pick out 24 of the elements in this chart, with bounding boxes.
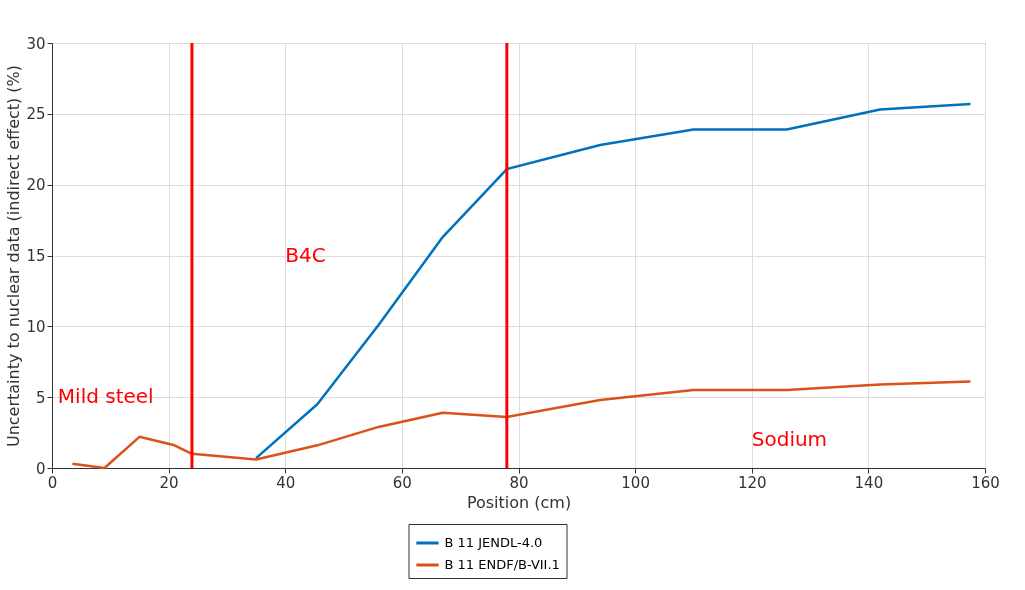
y-tick-label: 10 bbox=[26, 317, 46, 336]
x-tick-label: 80 bbox=[509, 473, 529, 492]
x-tick-label: 160 bbox=[971, 473, 1000, 492]
y-tick-label: 25 bbox=[26, 105, 46, 124]
x-tick-label: 40 bbox=[276, 473, 296, 492]
x-axis-title: Position (cm) bbox=[466, 492, 572, 512]
x-tick-label: 120 bbox=[737, 473, 767, 492]
y-tick-label: 30 bbox=[26, 34, 46, 53]
annotation: Mild steel bbox=[57, 384, 154, 409]
legend-label: B 11 JENDL-4.0 bbox=[444, 535, 543, 550]
x-tick-label: 20 bbox=[159, 473, 179, 492]
x-tick-label: 100 bbox=[621, 473, 650, 492]
annotation: Sodium bbox=[751, 426, 828, 451]
y-tick-label: 0 bbox=[35, 459, 46, 478]
line-series bbox=[254, 102, 972, 460]
y-axis-title: Uncertainty to nuclear data (indirect effect) (%) bbox=[4, 64, 24, 448]
annotation: B4C bbox=[285, 242, 326, 267]
y-tick-label: 15 bbox=[26, 247, 46, 265]
y-tick-label: 5 bbox=[35, 388, 46, 407]
legend-label: B 11 ENDF/B-VII.1 bbox=[444, 557, 560, 572]
x-tick-label: 140 bbox=[854, 473, 884, 492]
y-tick-label: 20 bbox=[26, 176, 46, 195]
x-tick-label: 60 bbox=[392, 473, 412, 492]
x-tick-label: 0 bbox=[47, 473, 58, 492]
